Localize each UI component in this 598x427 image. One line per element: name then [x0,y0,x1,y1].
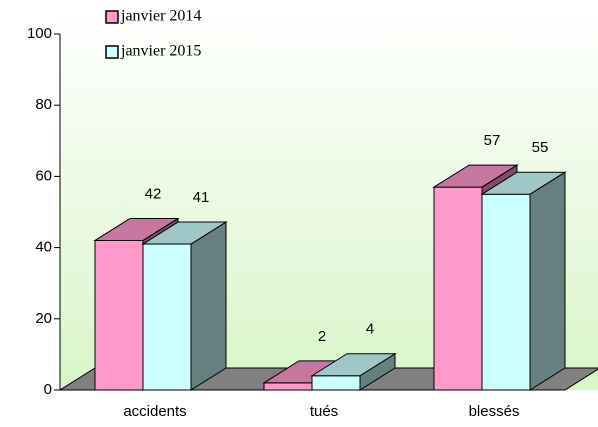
bar-top [432,164,519,188]
bar-side [190,221,227,391]
bar [142,243,192,391]
legend-swatch [105,10,119,24]
value-label: 4 [366,321,374,338]
value-label: 42 [145,185,162,202]
y-tick-label: 0 [44,381,52,398]
x-tick-label: blessés [469,403,520,420]
x-tick-label: accidents [123,403,186,420]
legend-label: janvier 2015 [120,43,201,60]
bar [311,375,361,391]
y-tick-label: 60 [35,167,52,184]
y-tick-label: 100 [27,25,52,42]
bar-side [529,171,566,391]
x-tick-label: tués [310,403,338,420]
bar-top [310,353,397,377]
value-label: 41 [193,189,210,206]
legend-swatch [105,45,119,59]
value-label: 55 [532,139,549,156]
bar-top [141,221,228,245]
value-label: 57 [484,132,501,149]
bar [263,382,313,391]
y-tick-label: 40 [35,239,52,256]
legend-label: janvier 2014 [120,8,201,25]
bar-top [480,171,567,195]
bar [481,193,531,391]
y-tick-label: 80 [35,96,52,113]
bar-top [93,217,180,241]
y-tick-label: 20 [35,310,52,327]
bar [433,186,483,391]
bar [94,239,144,391]
value-label: 2 [318,328,326,345]
